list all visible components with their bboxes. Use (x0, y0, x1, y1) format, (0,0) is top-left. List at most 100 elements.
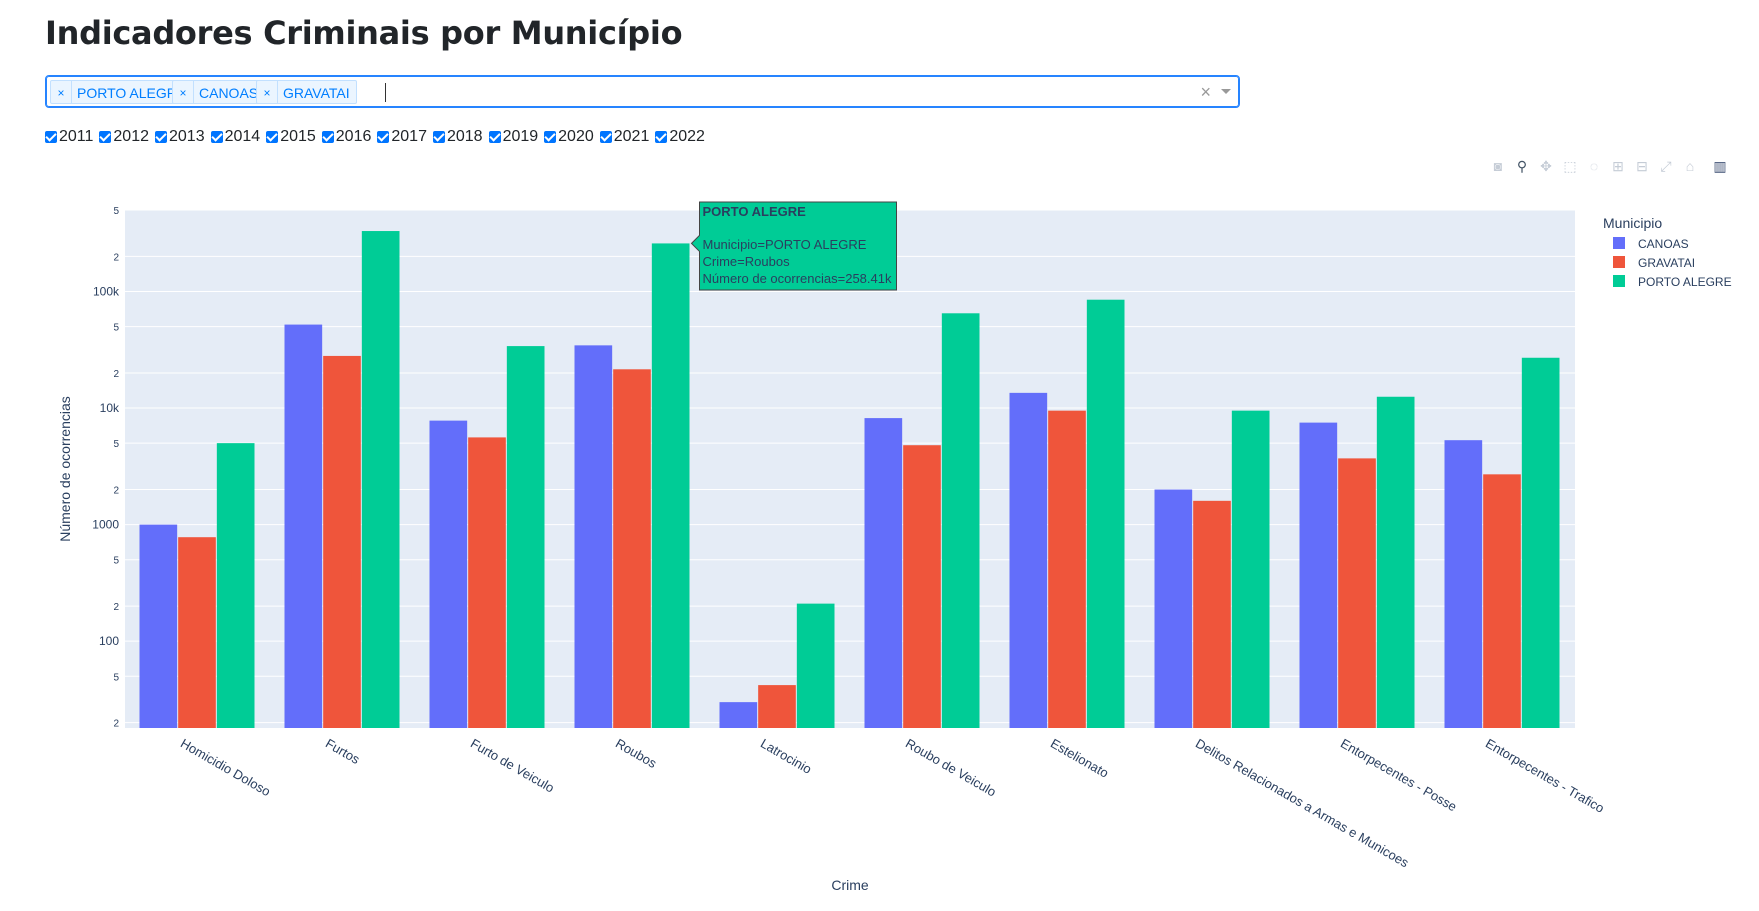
bar-porto-alegre (1231, 410, 1270, 728)
x-tick-label: Furto de Veiculo (468, 736, 557, 796)
plotly-logo-icon[interactable]: ▥ (1713, 158, 1727, 174)
municipio-multiselect[interactable]: × PORTO ALEGRE × CANOAS × GRAVATAI × (45, 75, 1240, 108)
year-option-2019[interactable]: 2019 (488, 128, 538, 146)
year-option-2012[interactable]: 2012 (99, 128, 149, 146)
bar-gravatai (323, 355, 361, 728)
year-option-2017[interactable]: 2017 (377, 128, 427, 146)
year-label: 2022 (669, 128, 705, 145)
y-tick-label: 2 (113, 252, 119, 263)
year-option-2016[interactable]: 2016 (321, 128, 372, 146)
chevron-down-icon[interactable] (1221, 89, 1231, 94)
year-option-2021[interactable]: 2021 (599, 128, 650, 146)
year-label: 2021 (613, 128, 650, 145)
checkbox-checked-icon[interactable] (488, 131, 501, 143)
y-tick-label: 2 (113, 486, 119, 497)
checkbox-checked-icon[interactable] (432, 131, 445, 143)
legend-swatch (1613, 275, 1625, 287)
hover-tooltip: PORTO ALEGRE Municipio=PORTO ALEGRE Crime=… (690, 201, 897, 291)
year-label: 2012 (113, 128, 149, 145)
year-label: 2013 (169, 128, 205, 145)
year-label: 2016 (335, 128, 372, 145)
x-tick-label: Entorpecentes - Trafico (1483, 736, 1607, 816)
camera-icon[interactable]: ◙ (1493, 158, 1503, 174)
y-tick-label: 5 (113, 439, 119, 450)
checkbox-checked-icon[interactable] (45, 131, 57, 143)
year-option-2020[interactable]: 2020 (544, 128, 594, 146)
lasso-icon[interactable]: ◌ (1589, 158, 1599, 174)
bar-gravatai (468, 437, 506, 728)
year-label: 2015 (280, 128, 316, 145)
checkbox-checked-icon[interactable] (377, 131, 390, 143)
year-option-2022[interactable]: 2022 (655, 128, 705, 146)
y-tick-label: 100 (99, 634, 119, 648)
page-title: Indicadores Criminais por Município (45, 14, 683, 52)
checkbox-checked-icon[interactable] (210, 131, 223, 143)
tag-label: GRAVATAI (283, 85, 350, 101)
pan-icon[interactable]: ✥ (1540, 158, 1552, 174)
remove-porto-alegre-icon[interactable]: × (51, 81, 72, 103)
bar-canoas (864, 418, 903, 728)
year-option-2014[interactable]: 2014 (210, 128, 260, 146)
zoom-in-icon[interactable]: ⊞ (1612, 158, 1624, 174)
bar-canoas (1444, 440, 1483, 728)
tooltip-title: PORTO ALEGRE (703, 204, 807, 219)
year-option-2011[interactable]: 2011 (45, 128, 93, 146)
bar-canoas (139, 524, 178, 728)
box-select-icon[interactable]: ⬚ (1563, 158, 1577, 174)
bar-porto-alegre (651, 243, 690, 728)
y-tick-label: 10k (100, 401, 120, 415)
y-tick-label: 5 (113, 556, 119, 567)
bar-porto-alegre (506, 346, 545, 728)
year-option-2015[interactable]: 2015 (266, 128, 316, 146)
bar-canoas (429, 420, 468, 728)
bar-porto-alegre (1086, 299, 1125, 728)
tag-gravatai: × GRAVATAI (256, 80, 357, 104)
plot-modebar: ◙ ⚲ ✥ ⬚ ◌ ⊞ ⊟ ⤢ ⌂ ▥ (1490, 158, 1736, 174)
year-option-2013[interactable]: 2013 (155, 128, 205, 146)
legend-title: Municipio (1603, 215, 1662, 231)
legend-label: PORTO ALEGRE (1638, 275, 1732, 289)
y-tick-label: 5 (113, 206, 119, 217)
x-tick-label: Roubo de Veiculo (903, 736, 999, 800)
x-tick-label: Latrocinio (758, 736, 814, 777)
legend: Municipio CANOAS GRAVATAI PORTO ALEGRE (1603, 215, 1732, 289)
bar-gravatai (758, 685, 796, 728)
x-tick-label: Furtos (323, 736, 363, 768)
legend-label: GRAVATAI (1638, 256, 1695, 270)
y-tick-label: 1000 (92, 518, 119, 532)
bar-gravatai (903, 445, 941, 728)
bar-porto-alegre (1521, 357, 1560, 728)
year-option-2018[interactable]: 2018 (432, 128, 483, 146)
checkbox-checked-icon[interactable] (655, 131, 668, 143)
clear-all-icon[interactable]: × (1200, 82, 1211, 102)
tooltip-line: Municipio=PORTO ALEGRE (703, 237, 867, 252)
checkbox-checked-icon[interactable] (321, 131, 334, 143)
bar-canoas (574, 345, 613, 728)
remove-gravatai-icon[interactable]: × (257, 81, 278, 103)
tag-label: PORTO ALEGRE (77, 85, 187, 101)
legend-swatch (1613, 256, 1625, 268)
tag-porto-alegre: × PORTO ALEGRE (50, 80, 194, 104)
bar-porto-alegre (216, 443, 255, 728)
y-axis-title: Número de ocorrencias (57, 396, 73, 542)
remove-canoas-icon[interactable]: × (173, 81, 194, 103)
checkbox-checked-icon[interactable] (544, 131, 557, 143)
tooltip-box (690, 201, 897, 291)
checkbox-checked-icon[interactable] (155, 131, 167, 143)
reset-axes-icon[interactable]: ⌂ (1685, 158, 1695, 174)
bar-canoas (1154, 489, 1193, 728)
checkbox-checked-icon[interactable] (99, 131, 112, 143)
bar-canoas (1009, 392, 1048, 728)
y-tick-label: 2 (113, 369, 119, 380)
y-tick-label: 2 (113, 602, 119, 613)
text-cursor[interactable] (385, 83, 386, 102)
checkbox-checked-icon[interactable] (599, 131, 612, 143)
zoom-icon[interactable]: ⚲ (1516, 158, 1528, 174)
zoom-out-icon[interactable]: ⊟ (1636, 158, 1648, 174)
autoscale-icon[interactable]: ⤢ (1660, 158, 1672, 174)
bar-porto-alegre (796, 603, 835, 728)
bar-gravatai (178, 537, 216, 728)
bar-gravatai (1048, 410, 1086, 728)
bar-gravatai (1193, 500, 1231, 728)
checkbox-checked-icon[interactable] (266, 131, 279, 143)
